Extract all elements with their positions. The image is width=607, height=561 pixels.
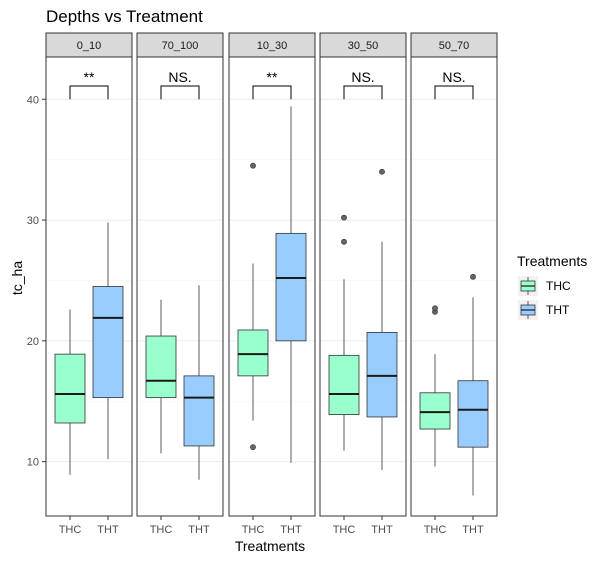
panel-border (410, 56, 498, 517)
facet-panel: 70_100 NS. THC THT (136, 32, 224, 536)
legend: Treatments THC THT (517, 253, 587, 320)
significance-label: ** (84, 69, 95, 85)
panel-border (228, 56, 316, 517)
x-tick-label: THT (371, 524, 393, 536)
x-tick-label: THT (462, 524, 484, 536)
facet-panels: 0_10 ** THC THT 70_100 NS. THC THT 10_30 ** THC THT… (45, 32, 498, 536)
panel-border (319, 56, 407, 517)
y-tick-label: 10 (27, 457, 39, 469)
significance-bracket (160, 85, 200, 100)
panel-border (136, 56, 224, 517)
box-iqr (275, 232, 307, 342)
outlier-point (341, 214, 347, 221)
facet-strip-label: 50_70 (439, 40, 470, 52)
x-tick-label: THC (150, 524, 173, 536)
box-thc (145, 299, 177, 454)
x-tick-label: THC (333, 524, 356, 536)
significance-label: NS. (351, 69, 374, 85)
box-thc (328, 214, 360, 451)
box-tht (183, 285, 215, 480)
box-thc (54, 309, 86, 475)
x-tick-label: THC (59, 524, 82, 536)
box-iqr (457, 380, 489, 448)
panel-background (320, 57, 406, 516)
legend-label: THC (546, 279, 571, 293)
y-tick-label: 20 (27, 336, 39, 348)
facet-strip (319, 32, 407, 58)
box-iqr (419, 392, 451, 430)
legend-title: Treatments (517, 253, 587, 269)
box-iqr (183, 375, 215, 447)
x-tick-label: THT (188, 524, 210, 536)
legend-label: THT (546, 303, 570, 317)
outlier-point (250, 444, 256, 451)
facet-strip-label: 10_30 (257, 40, 288, 52)
significance-label: NS. (168, 69, 191, 85)
facet-strip-label: 30_50 (348, 40, 379, 52)
significance-label: ** (267, 69, 278, 85)
chart-title: Depths vs Treatment (46, 7, 203, 26)
facet-strip (228, 32, 316, 58)
facet-panel: 10_30 ** THC THT (228, 32, 316, 536)
x-tick-label: THC (242, 524, 265, 536)
outlier-point (470, 273, 476, 280)
facet-panel: 0_10 ** THC THT (45, 32, 133, 536)
y-axis-title: tc_ha (9, 261, 25, 295)
box-iqr (237, 329, 269, 377)
y-axis: 10 20 30 40 (27, 94, 46, 469)
box-iqr (328, 354, 360, 415)
panel-border (45, 56, 133, 517)
y-tick-label: 40 (27, 94, 39, 106)
significance-bracket (252, 85, 292, 100)
significance-bracket (434, 85, 474, 100)
facet-panel: 50_70 NS. THC THT (410, 32, 498, 536)
x-tick-label: THT (97, 524, 119, 536)
significance-bracket (69, 85, 109, 100)
facet-strip-label: 70_100 (162, 40, 199, 52)
box-tht (275, 106, 307, 463)
x-axis-title: Treatments (235, 538, 305, 554)
significance-bracket (343, 85, 383, 100)
box-thc (237, 162, 269, 451)
box-iqr (54, 353, 86, 424)
x-tick-label: THC (424, 524, 447, 536)
y-tick-label: 30 (27, 215, 39, 227)
panel-background (137, 57, 223, 516)
box-tht (457, 273, 489, 496)
outlier-point (341, 238, 347, 245)
facet-panel: 30_50 NS. THC THT (319, 32, 407, 536)
outlier-point (250, 162, 256, 169)
box-iqr (145, 335, 177, 399)
box-iqr (92, 286, 124, 399)
facet-strip (410, 32, 498, 58)
facet-strip (136, 32, 224, 58)
outlier-point (379, 168, 385, 175)
outlier-point (432, 305, 438, 312)
box-tht (92, 222, 124, 460)
facet-strip (45, 32, 133, 58)
box-thc (419, 305, 451, 467)
significance-label: NS. (442, 69, 465, 85)
box-tht (366, 168, 398, 471)
facet-strip-label: 0_10 (77, 40, 101, 52)
box-iqr (366, 331, 398, 418)
x-tick-label: THT (280, 524, 302, 536)
